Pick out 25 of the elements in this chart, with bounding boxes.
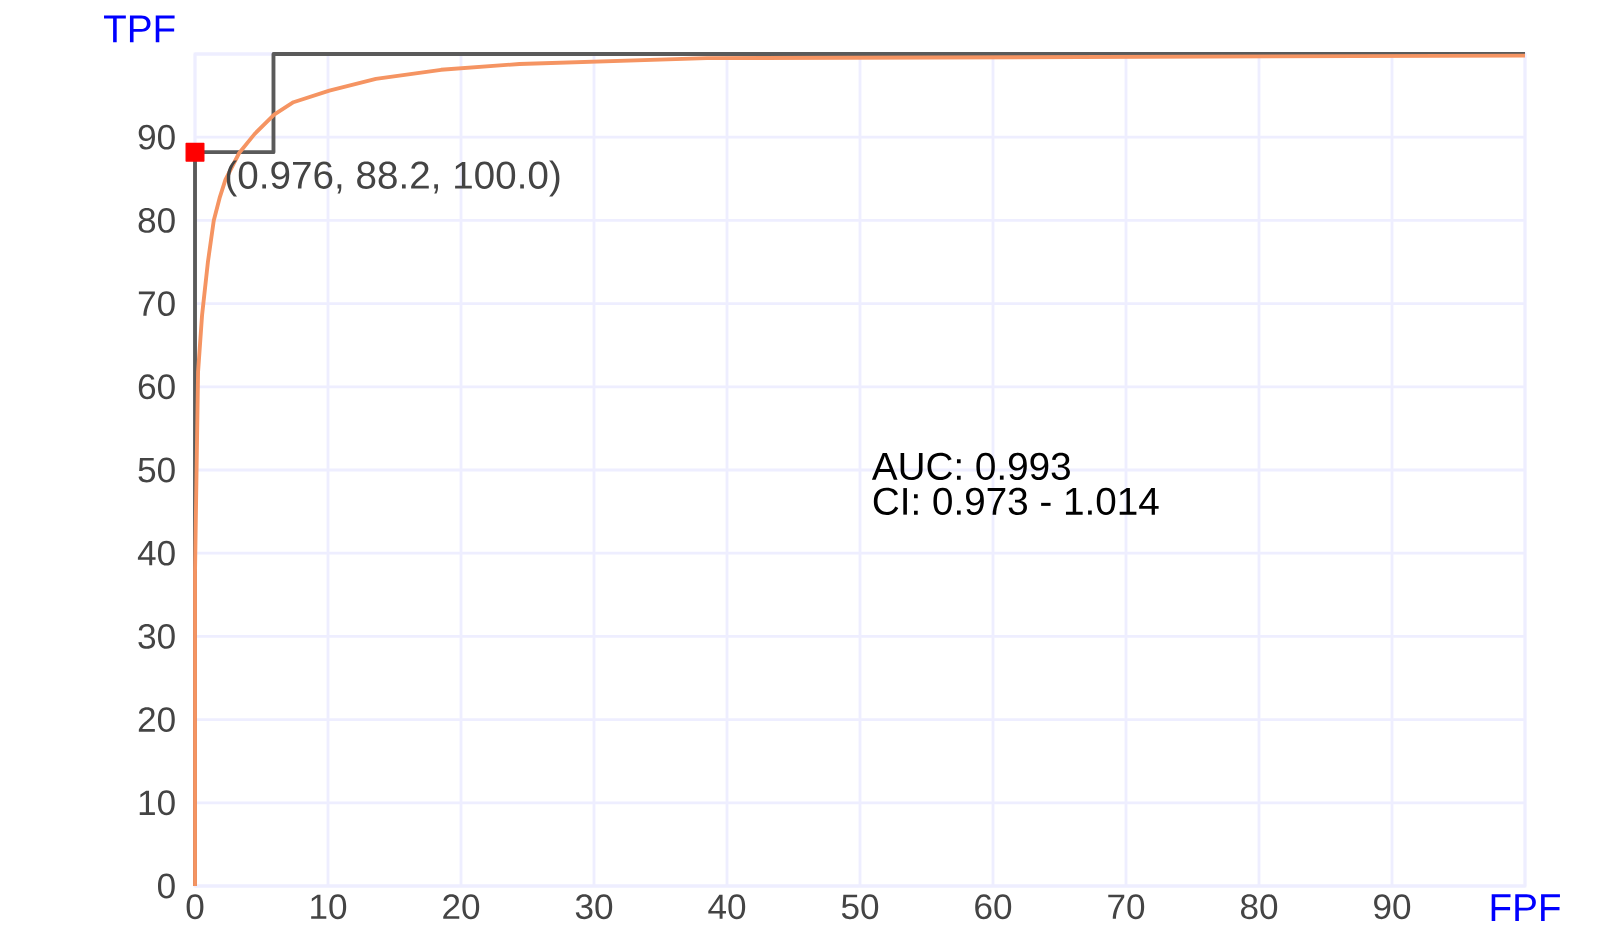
x-tick-label: 70 — [1108, 894, 1145, 920]
x-axis-title: FPF — [1491, 894, 1560, 921]
y-tick-label: 40 — [137, 540, 175, 566]
x-tick-label: 20 — [443, 894, 480, 920]
x-tick-label: 0 — [186, 894, 204, 920]
y-tick-label: 30 — [138, 623, 175, 649]
x-tick-label: 50 — [841, 894, 879, 920]
x-tick-label: 80 — [1240, 894, 1278, 920]
y-axis-title: TPF — [104, 15, 175, 43]
x-tick-label: 40 — [708, 894, 746, 920]
x-tick-label: 30 — [575, 894, 613, 920]
x-tick-label: 10 — [311, 894, 347, 920]
y-tick-label: 20 — [138, 707, 175, 733]
y-tick-label: 10 — [139, 790, 175, 816]
annotation: CI: 0.973 - 1.014 — [873, 487, 1159, 516]
y-tick-label: 50 — [138, 457, 175, 483]
y-tick-label: 80 — [138, 207, 175, 233]
y-tick-label: 60 — [138, 374, 175, 400]
annotation: (0.976, 88.2, 100.0) — [226, 160, 560, 197]
x-tick-label: 60 — [975, 894, 1012, 920]
annotation: AUC: 0.993 — [871, 452, 1070, 481]
y-tick-label: 90 — [138, 124, 175, 150]
y-tick-label: 0 — [157, 873, 175, 899]
y-tick-label: 70 — [138, 291, 175, 317]
x-tick-label: 90 — [1374, 894, 1411, 920]
